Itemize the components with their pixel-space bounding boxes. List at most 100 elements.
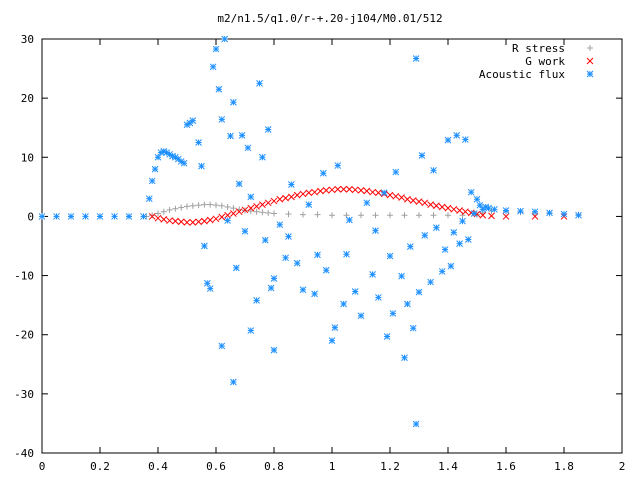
data-point — [380, 189, 388, 197]
data-point — [351, 288, 359, 295]
data-point — [160, 208, 167, 215]
data-point — [282, 254, 289, 262]
x-tick-label: 1.8 — [554, 460, 574, 473]
plot-frame — [41, 38, 623, 454]
data-point — [560, 210, 568, 218]
data-point — [456, 240, 463, 247]
data-point — [404, 300, 411, 308]
data-point — [447, 262, 455, 270]
data-point — [149, 212, 156, 219]
data-point — [421, 232, 429, 239]
data-point — [311, 290, 318, 298]
data-point — [430, 166, 437, 174]
data-point — [140, 213, 147, 220]
data-point — [392, 192, 400, 200]
legend-marker — [587, 45, 593, 51]
data-point — [256, 80, 263, 87]
data-point — [311, 188, 318, 196]
data-point — [259, 153, 266, 161]
data-point — [351, 186, 359, 194]
data-point — [404, 195, 411, 203]
data-point — [183, 218, 191, 226]
data-point — [415, 198, 423, 205]
data-point — [160, 216, 168, 223]
data-point — [148, 177, 156, 185]
x-tick-label: 0.4 — [148, 460, 168, 473]
data-point — [238, 132, 246, 139]
data-point — [346, 216, 353, 224]
data-point — [459, 217, 466, 225]
data-point — [82, 213, 89, 220]
data-point — [456, 207, 463, 214]
data-point — [201, 217, 208, 225]
data-point — [271, 210, 277, 217]
legend-marker — [586, 70, 594, 78]
data-point — [305, 201, 313, 208]
axis-tick-labels: 0 0.2 0.4 0.6 0.8 1 1.2 1.4 1.6 1.8 2 30 20 10 0 -10 -20… — [14, 33, 625, 473]
data-point — [444, 136, 452, 144]
data-point — [293, 259, 301, 267]
data-point — [230, 378, 237, 386]
data-point — [270, 346, 278, 354]
series-acoustic-flux — [38, 35, 582, 428]
data-point — [247, 208, 254, 215]
x-tick-label: 1.4 — [438, 460, 458, 473]
data-point — [259, 209, 266, 216]
data-point — [177, 218, 185, 226]
data-point — [479, 211, 487, 219]
data-point — [276, 195, 284, 203]
data-point — [230, 205, 237, 212]
data-point — [363, 187, 371, 195]
data-point — [314, 211, 321, 218]
data-point — [433, 224, 440, 232]
data-point — [300, 211, 306, 218]
x-tick-label: 0.8 — [264, 460, 284, 473]
x-tick-label: 0.2 — [90, 460, 110, 473]
x-tick-label: 2 — [619, 460, 626, 473]
data-point — [334, 185, 342, 193]
data-point — [209, 63, 217, 71]
data-point — [450, 205, 458, 213]
data-point — [340, 300, 347, 308]
data-point — [241, 206, 249, 214]
data-point — [375, 294, 382, 301]
data-point — [531, 208, 539, 216]
data-point — [322, 266, 330, 274]
data-point — [206, 216, 214, 224]
data-point — [575, 211, 582, 219]
data-point — [264, 126, 272, 133]
data-point — [531, 213, 539, 220]
legend-label: R stress — [512, 42, 565, 55]
x-tick-label: 1.2 — [380, 460, 400, 473]
data-point — [328, 186, 336, 194]
data-point — [334, 162, 342, 169]
data-point — [383, 333, 391, 340]
data-point — [427, 201, 434, 208]
data-point — [230, 210, 237, 217]
data-point — [346, 185, 353, 193]
data-point — [416, 212, 422, 219]
data-point — [375, 189, 382, 197]
data-point — [467, 188, 475, 196]
data-point — [261, 236, 269, 244]
data-point — [241, 227, 249, 235]
data-point — [235, 180, 243, 188]
data-point — [189, 218, 197, 226]
data-point — [184, 203, 190, 210]
data-point — [218, 213, 226, 221]
data-point — [328, 337, 336, 344]
data-point — [415, 288, 423, 296]
y-tick-label: -10 — [14, 270, 34, 283]
data-point — [224, 203, 231, 210]
data-point — [386, 252, 394, 260]
data-point — [438, 268, 446, 275]
data-point — [270, 275, 278, 282]
data-point — [430, 212, 437, 219]
data-point — [218, 342, 226, 350]
data-point — [331, 324, 339, 331]
data-point — [406, 243, 414, 250]
data-point — [412, 55, 420, 62]
data-point — [343, 250, 350, 258]
